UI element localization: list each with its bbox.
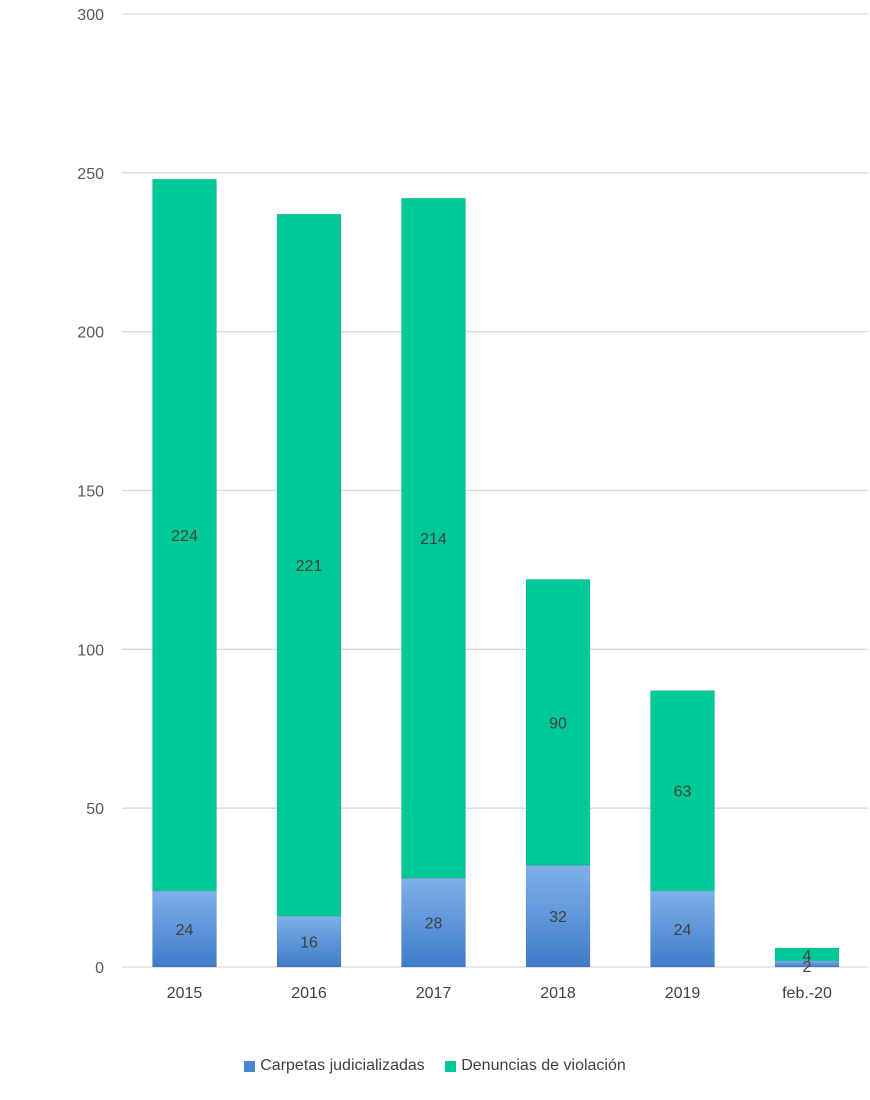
x-tick-label-2018: 2018 <box>540 985 576 1002</box>
gridlines <box>122 13 868 968</box>
bar-denuncias-2016 <box>276 213 342 917</box>
chart-legend: Carpetas judicializadas Denuncias de vio… <box>0 1057 870 1077</box>
bars <box>152 178 840 968</box>
data-label-carpetas-2018: 32 <box>549 909 567 926</box>
bar-carpetas-2016 <box>276 915 342 968</box>
x-axis-tick-labels: 2015 2016 2017 2018 2019 feb.-20 <box>167 985 832 1002</box>
y-axis-tick-labels: 0 50 100 150 200 250 300 <box>77 7 104 977</box>
x-tick-label-feb.-20: feb.-20 <box>782 985 832 1002</box>
data-label-denuncias-2018: 90 <box>549 715 567 732</box>
legend-label-denuncias: Denuncias de violación <box>461 1057 626 1074</box>
y-tick-label: 50 <box>86 801 104 818</box>
bar-carpetas-2018 <box>525 864 591 968</box>
y-tick-label: 0 <box>95 960 104 977</box>
data-label-denuncias-2019: 63 <box>674 784 692 801</box>
x-tick-label-2016: 2016 <box>291 985 327 1002</box>
data-labels: 24 224 16 221 28 214 32 90 24 63 24 <box>171 528 811 976</box>
bar-carpetas-2015 <box>152 890 217 968</box>
y-tick-label: 150 <box>77 484 104 501</box>
bar-denuncias-2018 <box>525 578 591 866</box>
legend-swatch-denuncias <box>445 1060 457 1072</box>
bar-carpetas-2017 <box>401 877 466 968</box>
data-label-denuncias-2017: 214 <box>420 531 447 548</box>
legend-swatch-carpetas <box>244 1060 256 1072</box>
y-tick-label: 300 <box>77 7 104 24</box>
data-label-denuncias-feb.-20: 4 <box>803 948 812 965</box>
bar-denuncias-2019 <box>650 690 715 892</box>
bar-denuncias-2017 <box>401 197 466 879</box>
bar-denuncias-2015 <box>152 178 217 892</box>
bar-denuncias-feb.-20 <box>774 947 840 962</box>
data-label-carpetas-2019: 24 <box>674 922 692 939</box>
data-label-denuncias-2016: 221 <box>296 558 323 575</box>
legend-item-carpetas: Carpetas judicializadas <box>244 1057 425 1075</box>
legend-item-denuncias: Denuncias de violación <box>445 1057 626 1075</box>
bar-carpetas-2019 <box>650 890 715 968</box>
x-tick-label-2015: 2015 <box>167 985 203 1002</box>
x-tick-label-2017: 2017 <box>416 985 452 1002</box>
y-tick-label: 250 <box>77 166 104 183</box>
data-label-carpetas-feb.-20: 2 <box>803 959 812 976</box>
data-label-carpetas-2016: 16 <box>300 935 318 952</box>
x-tick-label-2019: 2019 <box>665 985 701 1002</box>
y-tick-label: 200 <box>77 325 104 342</box>
data-label-carpetas-2015: 24 <box>176 922 194 939</box>
legend-label-carpetas: Carpetas judicializadas <box>260 1057 425 1074</box>
y-tick-label: 100 <box>77 642 104 659</box>
data-label-carpetas-2017: 28 <box>425 916 443 933</box>
data-label-denuncias-2015: 224 <box>171 528 198 545</box>
